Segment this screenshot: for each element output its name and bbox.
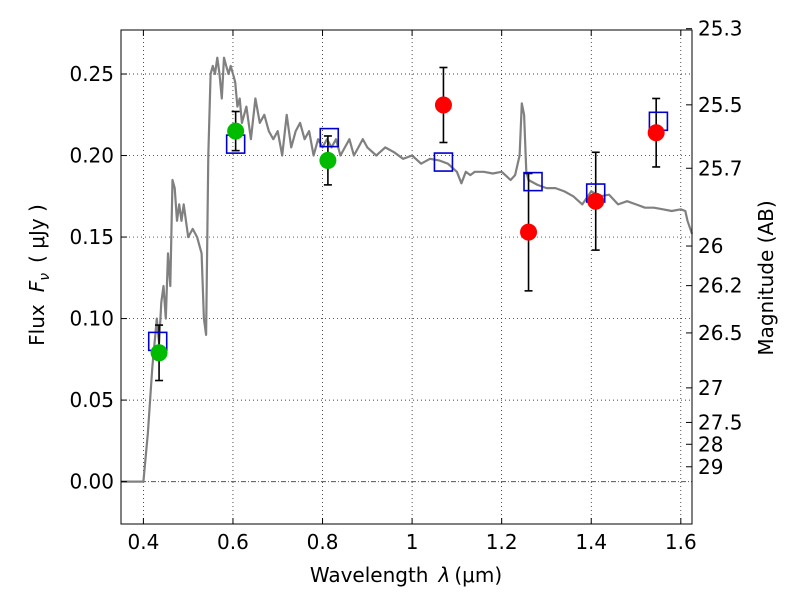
mag-tick-label: 26.5 — [698, 321, 743, 345]
model-flux-box — [433, 152, 454, 172]
mag-tick-label: 26.2 — [698, 274, 743, 298]
error-bars — [155, 66, 661, 382]
plot-frame — [120, 29, 693, 525]
observed-point — [520, 223, 538, 241]
x-tick-label: 1 — [406, 530, 419, 554]
x-tick-label: 0.8 — [307, 530, 339, 554]
x-tick-label: 1.4 — [575, 530, 607, 554]
model-flux-box — [319, 127, 340, 148]
y-tick-label: 0.05 — [69, 388, 114, 412]
y-tick-label: 0.20 — [69, 144, 114, 168]
magnitude-axis-label: Magnitude (AB) — [754, 200, 778, 355]
model-sed-line — [121, 56, 694, 483]
y-axis-ticks: 0.00 0.05 0.10 0.15 0.20 0.25 — [69, 62, 127, 494]
y-tick-label: 0.15 — [69, 225, 114, 249]
x-tick-label: 1.6 — [665, 530, 697, 554]
x-tick-label: 1.2 — [486, 530, 518, 554]
observed-point — [647, 124, 665, 142]
mag-tick-label: 25.3 — [698, 17, 743, 41]
mag-tick-label: 28 — [698, 432, 723, 456]
y-tick-label: 0.00 — [69, 470, 114, 494]
data-markers — [147, 96, 669, 362]
observed-point — [227, 122, 245, 140]
x-tick-label: 0.6 — [217, 530, 249, 554]
y-axis-label: FluxFν( μJy ) — [25, 204, 53, 346]
y-tick-label: 0.10 — [69, 307, 114, 331]
mag-tick-label: 27.5 — [698, 410, 743, 434]
mag-tick-label: 27 — [698, 376, 723, 400]
mag-tick-label: 25.5 — [698, 93, 743, 117]
model-flux-box — [523, 171, 543, 192]
observed-point — [319, 151, 337, 169]
x-axis-ticks: 0.4 0.6 0.8 1 1.2 1.4 1.6 — [127, 30, 697, 554]
mag-tick-label: 29 — [698, 455, 723, 479]
observed-point — [434, 96, 452, 114]
observed-point — [587, 192, 605, 210]
x-tick-label: 0.4 — [127, 530, 159, 554]
y-tick-label: 0.25 — [69, 62, 114, 86]
mag-tick-label: 26 — [698, 234, 723, 258]
observed-point — [150, 344, 168, 362]
mag-tick-label: 25.7 — [698, 156, 743, 180]
x-axis-label: Wavelength λ (μm) — [310, 563, 502, 587]
